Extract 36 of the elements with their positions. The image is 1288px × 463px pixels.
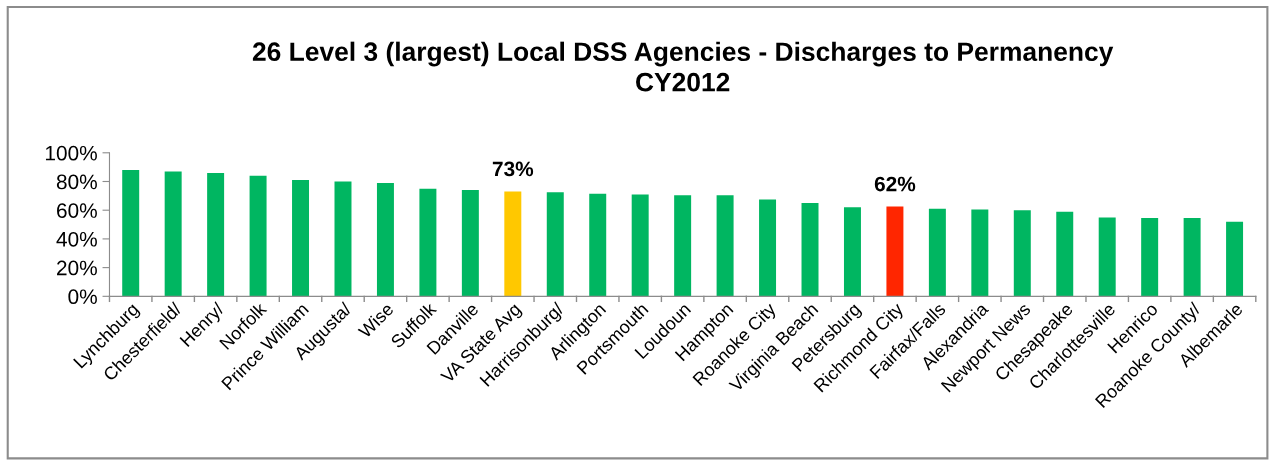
y-tick-label: 20% [57, 260, 97, 276]
bar [716, 195, 734, 297]
bar [759, 199, 777, 297]
y-tick-label: 60% [57, 203, 97, 218]
bar [292, 180, 310, 297]
bar [631, 194, 649, 297]
bar [1183, 218, 1201, 297]
bar [164, 171, 182, 297]
bar [207, 172, 225, 297]
bar [928, 208, 946, 297]
bar [122, 170, 140, 297]
y-tick-label: 100% [45, 145, 97, 161]
bar [334, 181, 352, 297]
bar [419, 188, 437, 297]
bar [886, 206, 904, 297]
y-tick-label: 0% [68, 289, 97, 305]
bar [589, 193, 607, 297]
bar [376, 182, 394, 297]
chart-title: 26 Level 3 (largest) Local DSS Agencies - Discharges to Permanency CY2012 [252, 41, 1114, 92]
bar [1013, 210, 1031, 297]
bar [461, 190, 479, 297]
bar [1226, 221, 1244, 297]
y-tick-label: 80% [56, 174, 97, 190]
bar [1141, 218, 1159, 297]
bar [801, 203, 819, 297]
bar [546, 192, 564, 297]
bar [1056, 211, 1074, 297]
data-label: 62% [874, 176, 916, 192]
bar [504, 191, 522, 297]
bar [971, 209, 989, 297]
bar [1098, 217, 1116, 297]
bar [843, 207, 861, 297]
data-label: 73% [492, 161, 534, 177]
bar [249, 175, 267, 297]
bar [674, 195, 692, 297]
y-tick-label: 40% [56, 231, 97, 247]
